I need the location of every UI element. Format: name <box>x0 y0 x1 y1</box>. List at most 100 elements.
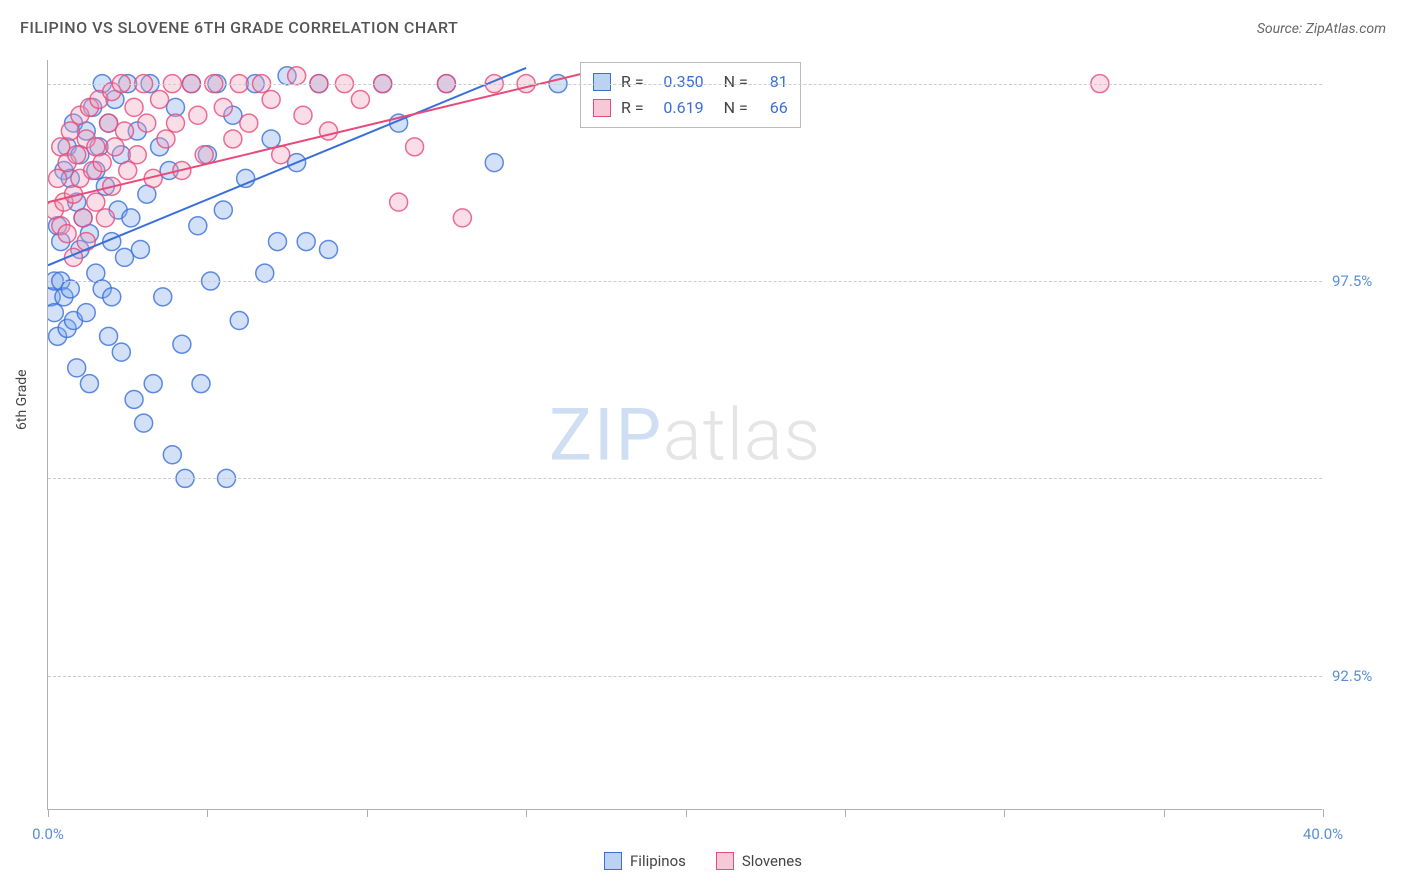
x-tick <box>1323 809 1324 817</box>
scatter-point <box>131 240 149 258</box>
y-tick-label: 97.5% <box>1332 272 1392 290</box>
scatter-point <box>61 122 79 140</box>
scatter-point <box>256 264 274 282</box>
x-tick-label: 0.0% <box>32 825 64 843</box>
x-tick <box>526 809 527 817</box>
legend-item: Slovenes <box>716 852 802 870</box>
n-label: N = <box>724 69 748 95</box>
stats-row: R = 0.619 N = 66 <box>593 95 788 121</box>
scatter-point <box>80 375 98 393</box>
scatter-point <box>151 90 169 108</box>
chart-source: Source: ZipAtlas.com <box>1257 21 1386 37</box>
x-tick <box>48 809 49 817</box>
x-tick <box>367 809 368 817</box>
scatter-point <box>167 114 185 132</box>
scatter-point <box>224 130 242 148</box>
scatter-point <box>157 130 175 148</box>
scatter-point <box>214 201 232 219</box>
scatter-point <box>58 225 76 243</box>
legend-swatch <box>604 852 622 870</box>
scatter-point <box>96 209 114 227</box>
chart-title: FILIPINO VS SLOVENE 6TH GRADE CORRELATIO… <box>20 18 458 37</box>
scatter-point <box>390 193 408 211</box>
scatter-point <box>406 138 424 156</box>
scatter-point <box>262 130 280 148</box>
stats-row: R = 0.350 N = 81 <box>593 69 788 95</box>
scatter-point <box>77 304 95 322</box>
scatter-point <box>116 248 134 266</box>
scatter-point <box>125 390 143 408</box>
scatter-point <box>116 122 134 140</box>
scatter-point <box>294 106 312 124</box>
scatter-point <box>173 335 191 353</box>
legend-label: Slovenes <box>742 852 802 870</box>
grid-line <box>48 478 1322 479</box>
scatter-point <box>154 288 172 306</box>
scatter-point <box>192 375 210 393</box>
scatter-point <box>485 154 503 172</box>
x-tick <box>686 809 687 817</box>
chart-header: FILIPINO VS SLOVENE 6TH GRADE CORRELATIO… <box>20 18 1386 37</box>
grid-line <box>48 84 1322 85</box>
stats-swatch <box>593 99 611 117</box>
scatter-point <box>320 122 338 140</box>
scatter-point <box>262 90 280 108</box>
scatter-point <box>112 343 130 361</box>
scatter-point <box>189 106 207 124</box>
scatter-point <box>74 209 92 227</box>
scatter-point <box>93 154 111 172</box>
scatter-point <box>297 233 315 251</box>
legend-swatch <box>716 852 734 870</box>
n-value: 81 <box>758 69 788 95</box>
scatter-point <box>189 217 207 235</box>
scatter-point <box>240 114 258 132</box>
scatter-point <box>125 98 143 116</box>
plot-area: ZIPatlas R =0.350N =81R =0.619N =66 92.5… <box>47 60 1322 810</box>
scatter-point <box>128 146 146 164</box>
grid-line <box>48 281 1322 282</box>
scatter-point <box>135 414 153 432</box>
scatter-point <box>453 209 471 227</box>
grid-line <box>48 676 1322 677</box>
scatter-point <box>351 90 369 108</box>
scatter-point <box>230 312 248 330</box>
legend-label: Filipinos <box>630 852 686 870</box>
scatter-point <box>269 233 287 251</box>
scatter-point <box>119 162 137 180</box>
n-value: 66 <box>758 95 788 121</box>
scatter-point <box>68 359 86 377</box>
scatter-point <box>49 169 67 187</box>
y-axis-title: 6th Grade <box>14 369 30 430</box>
legend: Filipinos Slovenes <box>0 852 1406 870</box>
x-tick-label: 40.0% <box>1303 825 1343 843</box>
scatter-point <box>100 114 118 132</box>
x-tick <box>1164 809 1165 817</box>
scatter-point <box>122 209 140 227</box>
scatter-point <box>61 280 79 298</box>
correlation-stats-box: R = 0.350 N = 81 R = 0.619 N = 66 <box>580 62 801 128</box>
legend-item: Filipinos <box>604 852 686 870</box>
scatter-point <box>195 146 213 164</box>
r-label: R = <box>621 69 644 95</box>
scatter-point <box>320 240 338 258</box>
scatter-point <box>68 146 86 164</box>
scatter-point <box>288 67 306 85</box>
scatter-point <box>106 138 124 156</box>
r-label: R = <box>621 95 644 121</box>
r-value: 0.619 <box>654 95 704 121</box>
scatter-point <box>103 288 121 306</box>
y-tick-label: 92.5% <box>1332 667 1392 685</box>
x-tick <box>207 809 208 817</box>
scatter-point <box>48 304 63 322</box>
scatter-point <box>87 193 105 211</box>
r-value: 0.350 <box>654 69 704 95</box>
scatter-svg <box>48 60 1323 810</box>
n-label: N = <box>724 95 748 121</box>
scatter-point <box>214 98 232 116</box>
scatter-point <box>163 446 181 464</box>
scatter-point <box>100 327 118 345</box>
scatter-point <box>144 375 162 393</box>
x-tick <box>1004 809 1005 817</box>
x-tick <box>845 809 846 817</box>
stats-swatch <box>593 73 611 91</box>
